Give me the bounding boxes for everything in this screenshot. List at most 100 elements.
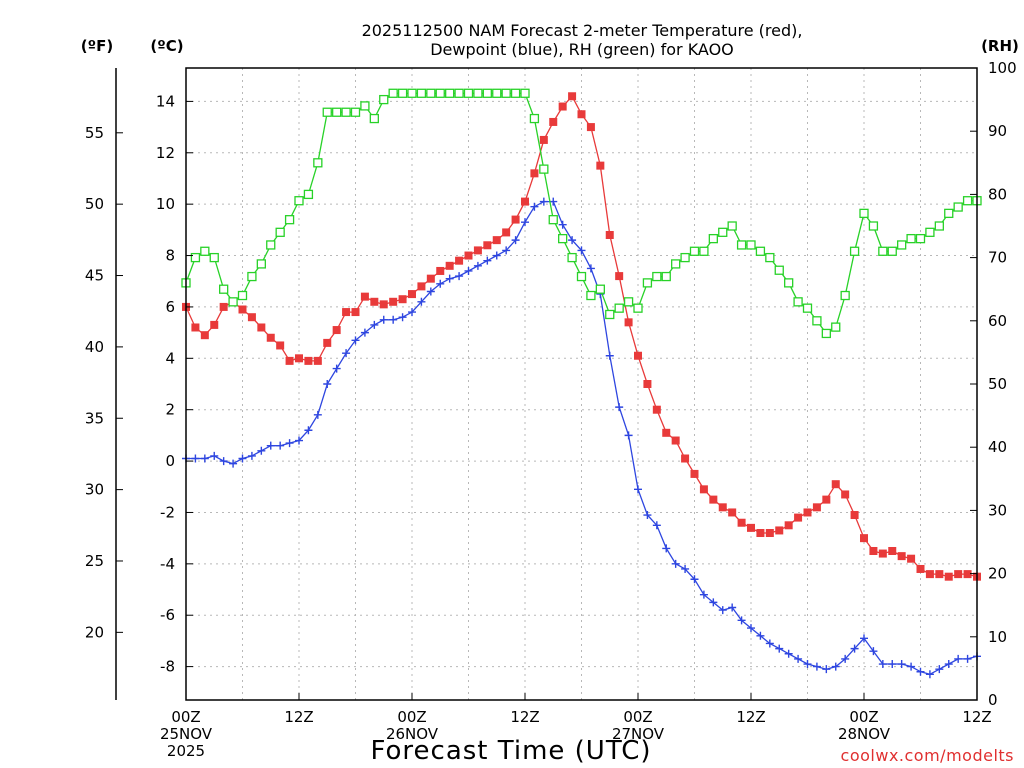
temperature-data-point <box>238 305 247 314</box>
rh-data-point <box>887 246 897 256</box>
dewpoint-data-point <box>332 364 341 373</box>
temperature-data-point <box>897 552 906 561</box>
x-tick-label: 12Z <box>284 708 313 726</box>
rh-unit-label: (RH) <box>981 37 1019 55</box>
dewpoint-data-point <box>389 315 398 324</box>
dewpoint-data-point <box>907 662 916 671</box>
temperature-data-point <box>219 302 228 311</box>
temperature-data-point <box>408 290 416 299</box>
temperature-data-point <box>332 326 341 335</box>
dewpoint-data-point <box>954 654 963 663</box>
rh-data-point <box>849 246 860 256</box>
rh-data-point <box>219 284 229 294</box>
temperature-data-point <box>624 318 633 327</box>
temperature-data-point <box>925 570 934 579</box>
fahrenheit-tick-label: 45 <box>85 267 104 285</box>
celsius-tick-label: 8 <box>165 247 175 265</box>
dewpoint-data-point <box>521 218 529 227</box>
celsius-tick-label: 12 <box>156 144 175 162</box>
temperature-data-point <box>878 549 887 558</box>
rh-tick-label: 90 <box>988 122 1007 140</box>
dewpoint-data-point <box>803 660 812 669</box>
temperature-data-point <box>634 351 642 360</box>
dewpoint-data-point <box>408 308 416 317</box>
temperature-data-point <box>737 518 746 527</box>
temperature-data-point <box>916 564 925 573</box>
axis-layer: -8-6-4-202468101214202530354045505501020… <box>85 59 1017 760</box>
dewpoint-data-point <box>285 439 294 448</box>
x-axis-label: Forecast Time (UTC) <box>370 736 651 766</box>
temperature-data-point <box>747 523 755 532</box>
rh-data-point <box>266 240 276 250</box>
temperature-data-point <box>831 480 840 489</box>
dewpoint-data-point <box>351 336 360 345</box>
rh-tick-label: 30 <box>988 501 1007 519</box>
dewpoint-data-point <box>897 660 906 669</box>
rh-data-point <box>350 107 361 117</box>
rh-tick-label: 40 <box>988 438 1007 456</box>
rh-data-point <box>454 88 464 98</box>
x-tick-label: 12Z <box>962 708 991 726</box>
dewpoint-data-point <box>728 603 737 612</box>
rh-data-point <box>868 221 879 231</box>
celsius-tick-label: 14 <box>156 92 175 110</box>
dewpoint-data-point <box>963 654 972 663</box>
rh-data-point <box>934 221 944 231</box>
temperature-data-point <box>860 534 868 543</box>
dewpoint-data-point <box>709 598 718 607</box>
rh-data-point <box>821 328 831 339</box>
temperature-data-point <box>596 161 605 170</box>
rh-data-point <box>247 271 257 282</box>
dewpoint-data-point <box>888 660 897 669</box>
celsius-tick-label: 2 <box>165 401 175 419</box>
rh-data-point <box>671 259 681 269</box>
rh-data-point <box>539 164 549 174</box>
rh-data-point <box>718 227 728 237</box>
rh-data-point <box>962 196 973 206</box>
temperature-data-point <box>200 331 209 340</box>
rh-data-point <box>275 227 285 237</box>
dewpoint-data-point <box>775 644 784 653</box>
rh-data-point <box>510 88 521 98</box>
temperature-data-point <box>643 380 652 388</box>
rh-data-point <box>482 88 492 98</box>
dewpoint-data-point <box>426 287 435 296</box>
dewpoint-data-point <box>652 521 661 530</box>
rh-data-point <box>765 252 775 263</box>
temperature-data-point <box>652 405 661 414</box>
rh-data-point <box>567 252 577 263</box>
rh-tick-label: 60 <box>988 312 1007 330</box>
temperature-data-point <box>436 266 445 275</box>
x-tick-label: 27NOV <box>612 725 665 743</box>
celsius-tick-label: -2 <box>160 503 175 521</box>
temperature-data-point <box>530 169 539 178</box>
rh-data-point <box>445 88 455 98</box>
temperature-data-point <box>954 570 963 579</box>
temperature-data-point <box>502 228 511 237</box>
rh-data-point <box>633 303 643 313</box>
temperature-data-point <box>888 546 897 555</box>
plot-frame <box>185 67 978 701</box>
dewpoint-data-point <box>276 441 285 450</box>
dewpoint-data-point <box>850 644 859 653</box>
temperature-data-point <box>812 503 821 512</box>
rh-tick-label: 50 <box>988 375 1007 393</box>
temperature-data-point <box>577 110 586 119</box>
rh-data-point <box>746 240 756 250</box>
temperature-data-point <box>521 197 529 206</box>
temperature-data-point <box>822 495 831 504</box>
temperature-data-point <box>455 256 464 265</box>
dewpoint-data-point <box>436 279 445 288</box>
rh-data-point <box>623 297 634 307</box>
dewpoint-data-point <box>398 313 407 322</box>
rh-data-point <box>576 271 587 282</box>
fahrenheit-tick-label: 40 <box>85 338 104 356</box>
dewpoint-data-point <box>342 349 351 358</box>
rh-data-point <box>944 208 954 219</box>
temperature-data-point <box>257 323 266 332</box>
temperature-data-point <box>907 554 916 563</box>
temperature-data-point <box>765 529 774 538</box>
x-tick-label: 00Z <box>397 708 426 726</box>
temperature-data-point <box>549 117 558 126</box>
x-tick-label: 2025 <box>167 742 205 760</box>
